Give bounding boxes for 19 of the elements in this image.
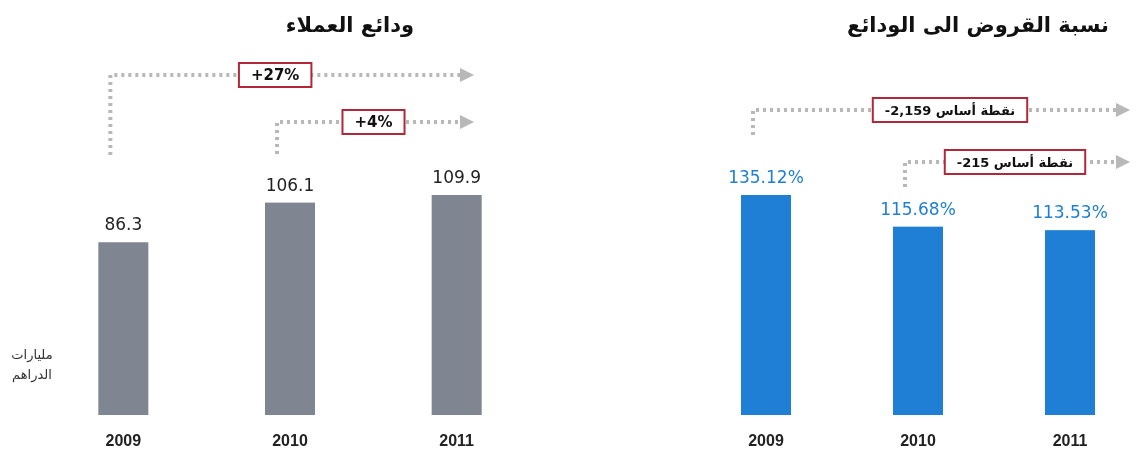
x-tick-label: 2011 [1052, 432, 1088, 449]
y-axis-title: مليارات الدراهم [10, 346, 54, 385]
data-label: 113.53% [1032, 202, 1108, 223]
data-label: 106.1 [265, 174, 315, 195]
text: -2,159 نقطة أساس [884, 102, 1016, 118]
x-tick-label: 2010 [272, 432, 308, 449]
chart-title: نسبة القروض الى الودائع [847, 13, 1109, 37]
text: +27% [250, 66, 300, 84]
x-tick-label: 2011 [439, 432, 475, 449]
chart-title: ودائع العملاء [285, 13, 415, 37]
data-label: 135.12% [728, 167, 804, 187]
data-label: 109.9 [432, 167, 481, 187]
x-tick-label: 2010 [900, 432, 936, 449]
text: -215 نقطة أساس [956, 154, 1074, 170]
data-label: 115.68% [880, 198, 956, 219]
data-label: 86.3 [104, 214, 143, 235]
x-tick-label: 2009 [105, 432, 142, 449]
text: +4% [354, 113, 393, 131]
x-tick-label: 2009 [748, 432, 784, 449]
